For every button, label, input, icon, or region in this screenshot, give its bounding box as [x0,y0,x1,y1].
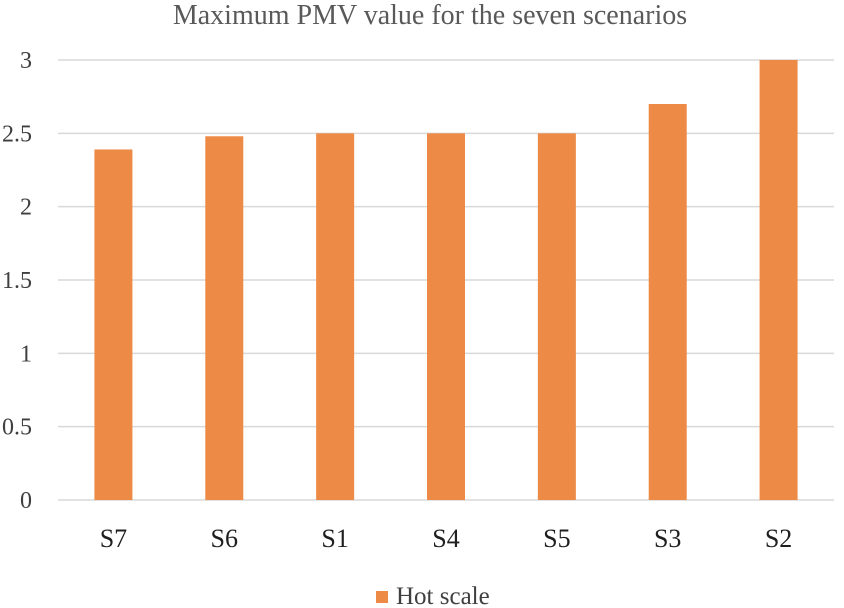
legend-label-hot-scale: Hot scale [396,583,490,608]
x-tick-label: S2 [765,524,792,553]
y-tick-label: 2 [20,195,32,221]
x-tick-label: S1 [321,524,348,553]
y-tick-label: 1 [20,341,32,367]
bar-s6 [205,136,244,500]
x-tick-label: S7 [100,524,127,553]
bar-s3 [648,104,687,500]
x-tick-label: S3 [654,524,681,553]
bar-s4 [427,133,465,501]
bar-s1 [316,133,355,501]
y-tick-label: 3 [20,48,32,74]
y-tick-label: 0.5 [2,415,32,441]
bar-s7 [94,149,133,500]
x-tick-label: S5 [543,524,570,553]
bar-s2 [759,60,798,500]
legend: Hot scale [376,583,490,608]
y-tick-label: 0 [20,488,32,514]
x-tick-label: S4 [432,524,459,553]
y-tick-label: 1.5 [2,268,32,294]
legend-swatch-hot-scale [376,591,388,603]
chart-title: Maximum PMV value for the seven scenario… [173,0,687,31]
y-axis-ticks: 0 0.5 1 1.5 2 2.5 3 [2,48,32,514]
bars [94,60,798,501]
x-tick-label: S6 [211,524,238,553]
bar-s5 [537,133,576,501]
x-axis-ticks: S7 S6 S1 S4 S5 S3 S2 [100,524,793,553]
y-tick-label: 2.5 [2,121,32,147]
